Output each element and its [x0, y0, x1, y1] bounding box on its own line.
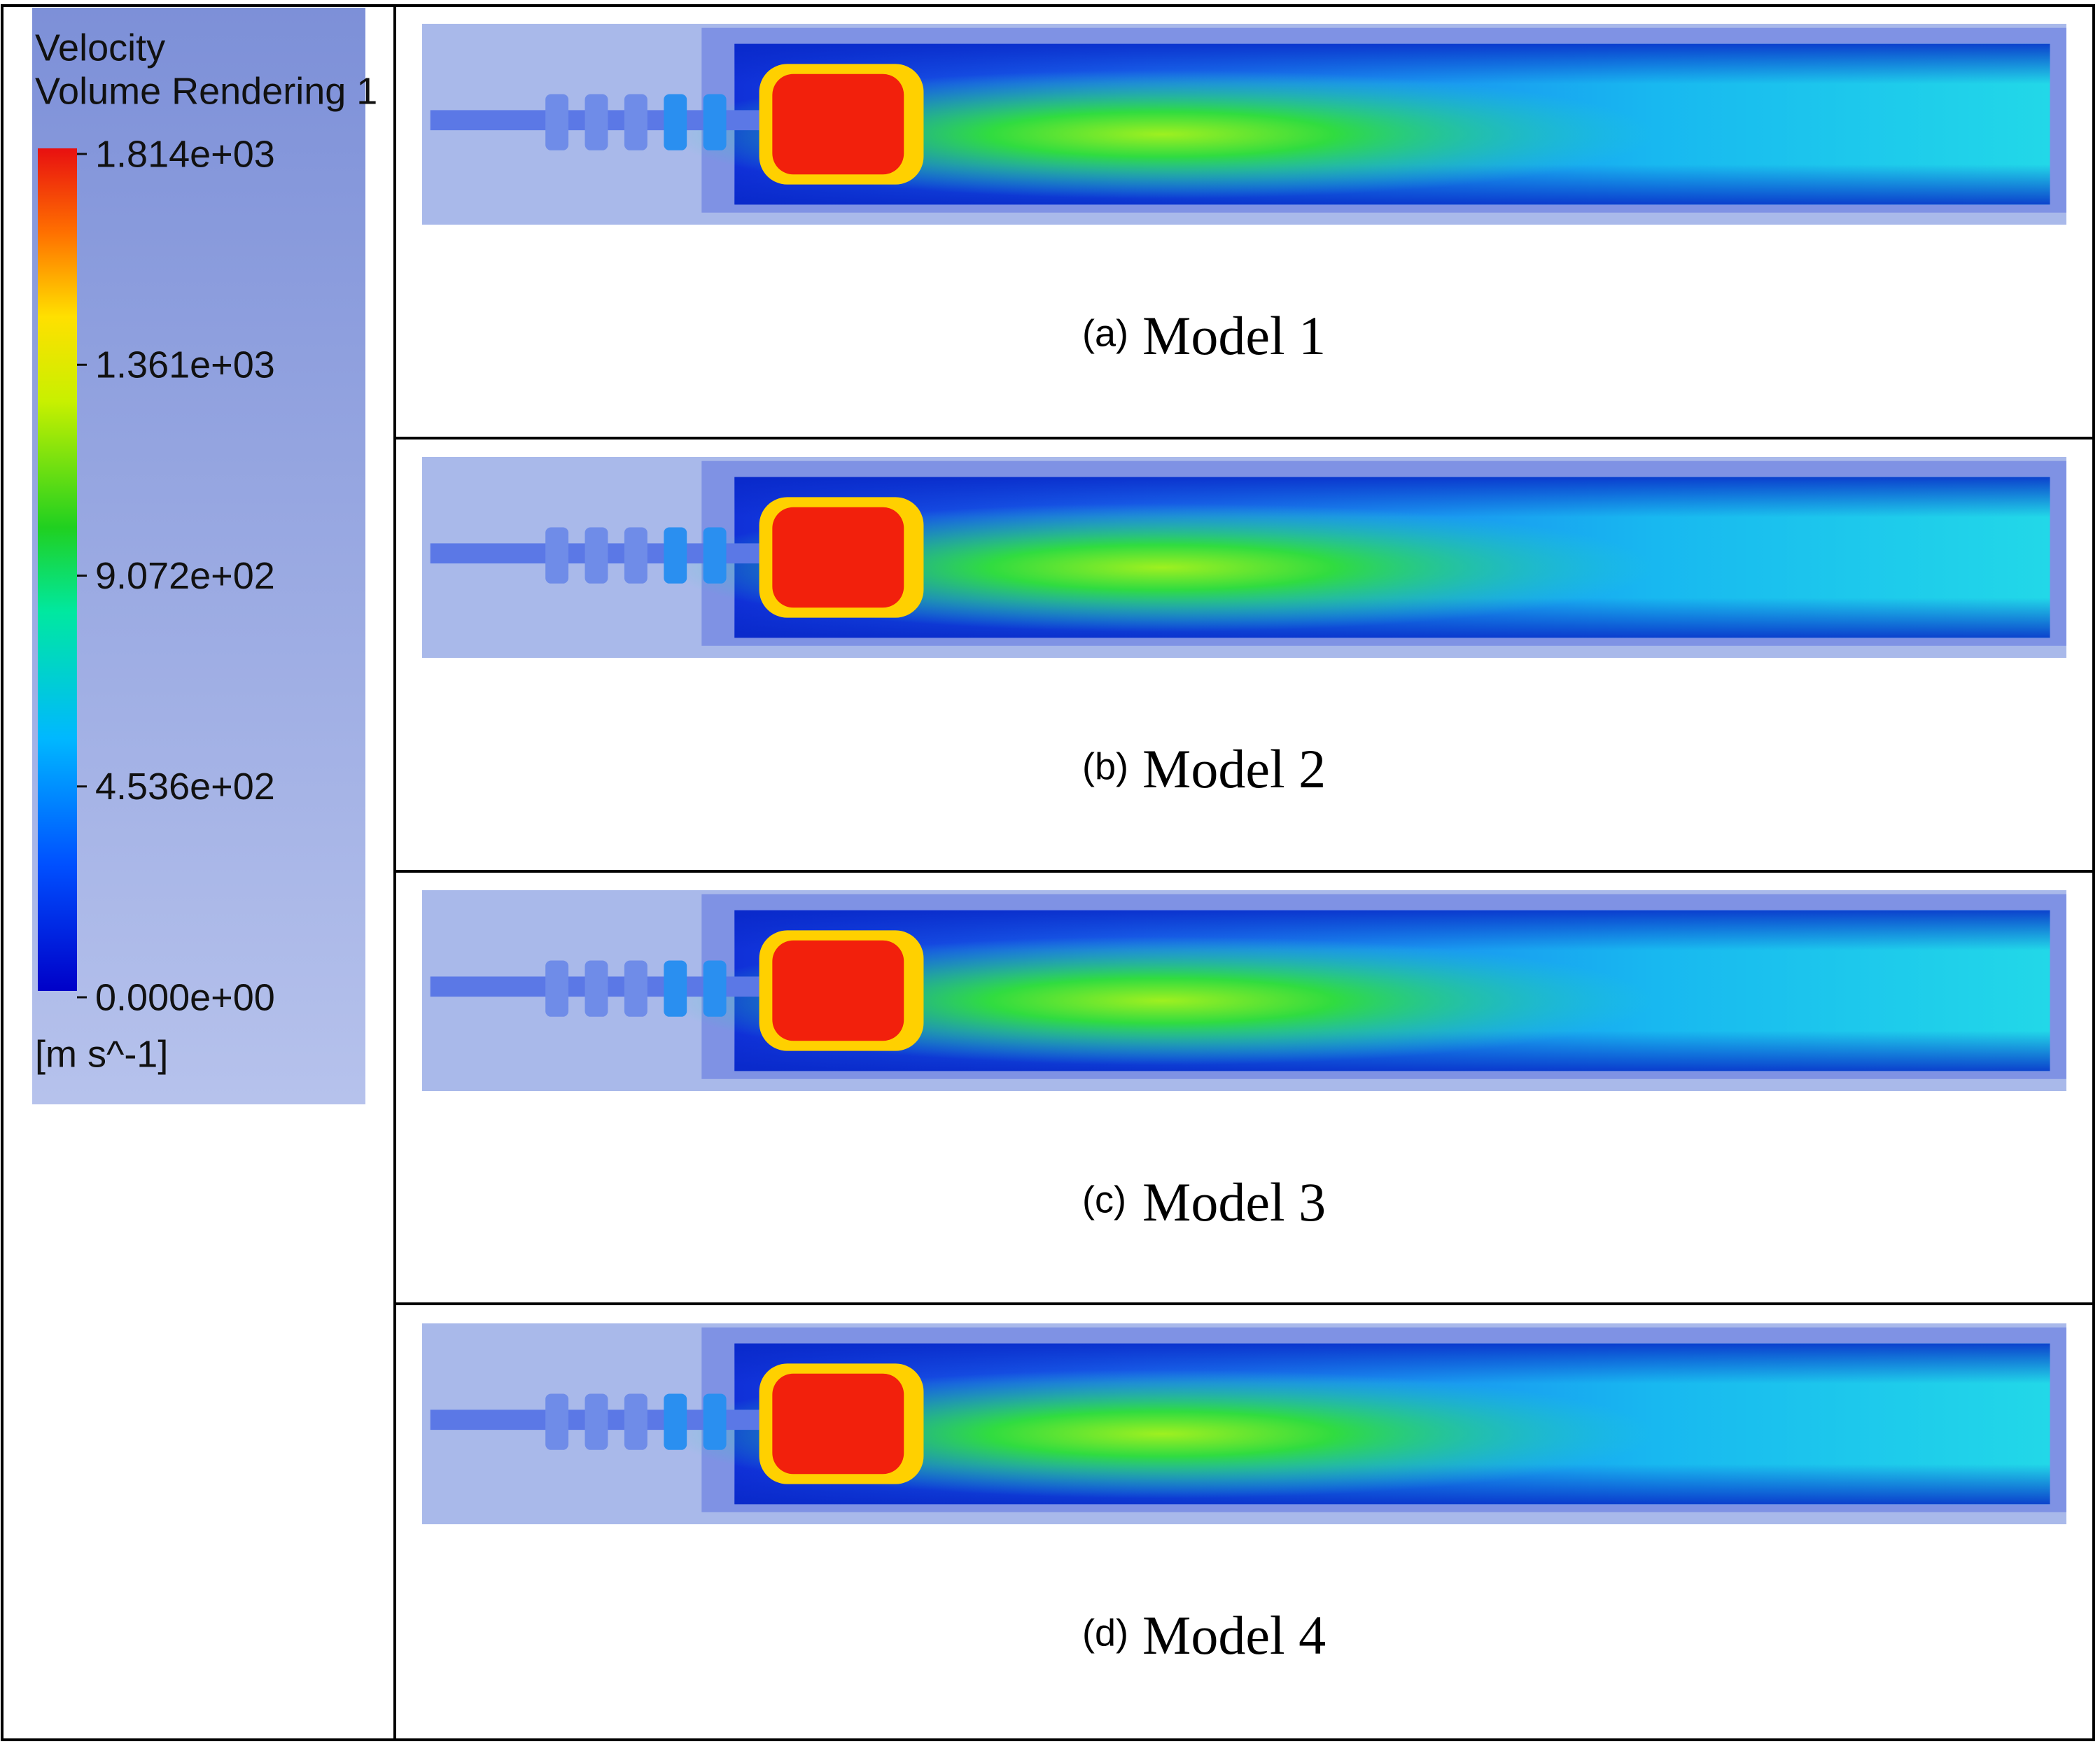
cfd-swirler — [584, 527, 608, 584]
cfd-swirler — [624, 94, 648, 150]
panel-tag: (d) — [1082, 1612, 1128, 1654]
panel-tag: (c) — [1082, 1179, 1126, 1221]
cfd-swirler — [703, 960, 727, 1017]
cfd-swirler — [545, 527, 569, 584]
cfd-swirler — [664, 960, 687, 1017]
panel: (c) Model 3 — [422, 890, 2066, 1232]
colorbar-tick-label: 4.536e+02 — [95, 766, 275, 808]
colorbar-tick-label: 1.361e+03 — [95, 344, 275, 386]
colorbar — [38, 148, 77, 991]
cfd-swirler — [664, 1393, 687, 1450]
legend-background — [32, 8, 365, 1104]
panel-tag: (a) — [1082, 312, 1128, 354]
cfd-swirler — [624, 527, 648, 584]
panel-name: Model 1 — [1142, 305, 1326, 366]
panel-name: Model 3 — [1142, 1172, 1326, 1232]
panel: (d) Model 4 — [422, 1323, 2066, 1666]
panel-tag: (b) — [1082, 745, 1128, 787]
legend-unit: [m s^-1] — [35, 1033, 168, 1075]
panel-name: Model 2 — [1142, 738, 1326, 799]
colorbar-tick-label: 1.814e+03 — [95, 133, 275, 175]
panel: (b) Model 2 — [422, 457, 2066, 799]
cfd-swirler — [703, 1393, 727, 1450]
cfd-swirler — [584, 1393, 608, 1450]
cfd-swirler — [664, 527, 687, 584]
legend-title: Velocity — [35, 27, 165, 69]
cfd-swirler — [545, 960, 569, 1017]
cfd-swirler — [703, 94, 727, 150]
cfd-core — [772, 1373, 904, 1475]
colorbar-tick-label: 9.072e+02 — [95, 555, 275, 597]
legend: Velocity Volume Rendering 1 [m s^-1] 1.8… — [32, 8, 377, 1104]
cfd-swirler — [545, 1393, 569, 1450]
cfd-core — [772, 940, 904, 1041]
cfd-swirler — [624, 960, 648, 1017]
legend-subtitle: Volume Rendering 1 — [35, 70, 377, 112]
panel: (a) Model 1 — [422, 24, 2066, 366]
cfd-swirler — [624, 1393, 648, 1450]
cfd-core — [772, 73, 904, 175]
cfd-swirler — [545, 94, 569, 150]
cfd-swirler — [664, 94, 687, 150]
panel-name: Model 4 — [1142, 1605, 1326, 1666]
cfd-core — [772, 507, 904, 608]
cfd-swirler — [584, 960, 608, 1017]
cfd-swirler — [584, 94, 608, 150]
cfd-swirler — [703, 527, 727, 584]
colorbar-tick-label: 0.000e+00 — [95, 976, 275, 1018]
